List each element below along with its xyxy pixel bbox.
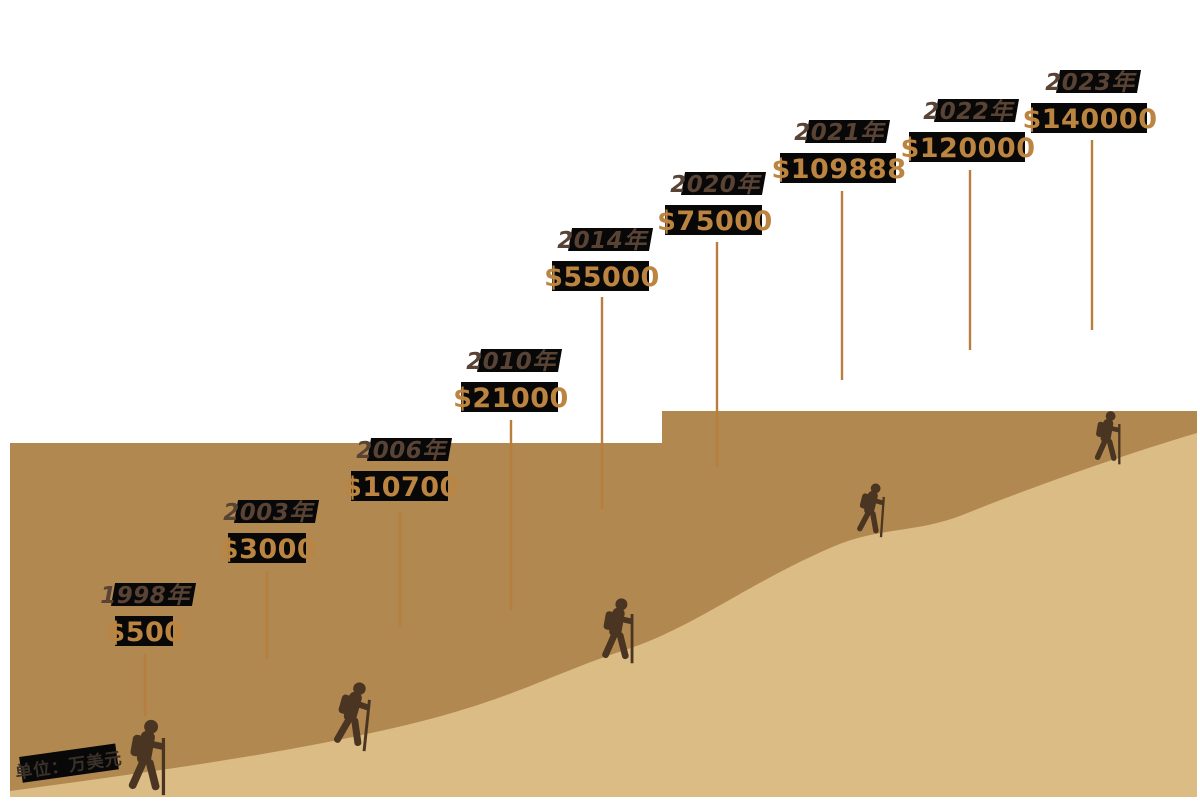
- year-label: 2014年: [553, 229, 651, 253]
- year-label: 2021年: [790, 121, 888, 145]
- year-label: 2020年: [666, 173, 764, 197]
- foreground-slope: [10, 433, 1197, 797]
- year-label: 2023年: [1041, 71, 1139, 95]
- value-label: $55000: [541, 261, 663, 292]
- value-label: $120000: [897, 132, 1038, 163]
- value-label: $140000: [1019, 103, 1160, 134]
- data-point-2014: 2014年 $55000: [507, 229, 697, 292]
- data-point-2010: 2010年 $21000: [416, 350, 606, 413]
- data-point-2020: 2020年 $75000: [620, 173, 810, 236]
- year-label: 2022年: [919, 100, 1017, 124]
- data-point-2021: 2021年 $109888: [744, 121, 934, 184]
- value-label: $10700: [340, 471, 462, 502]
- value-label: $109888: [768, 153, 909, 184]
- value-label: $500: [103, 616, 186, 647]
- value-label: $3000: [217, 533, 319, 564]
- data-point-2006: 2006年 $10700: [306, 439, 496, 502]
- data-point-2022: 2022年 $120000: [873, 100, 1063, 163]
- value-label: $21000: [450, 382, 572, 413]
- year-label: 1998年: [96, 584, 194, 608]
- leader-lines: [143, 140, 1094, 716]
- year-label: 2010年: [462, 350, 560, 374]
- year-label: 2006年: [352, 439, 450, 463]
- data-point-2023: 2023年 $140000: [995, 71, 1185, 134]
- value-label: $75000: [654, 205, 776, 236]
- data-point-1998: 1998年 $500: [50, 584, 240, 647]
- year-label: 2003年: [219, 501, 317, 525]
- data-point-2003: 2003年 $3000: [173, 501, 363, 564]
